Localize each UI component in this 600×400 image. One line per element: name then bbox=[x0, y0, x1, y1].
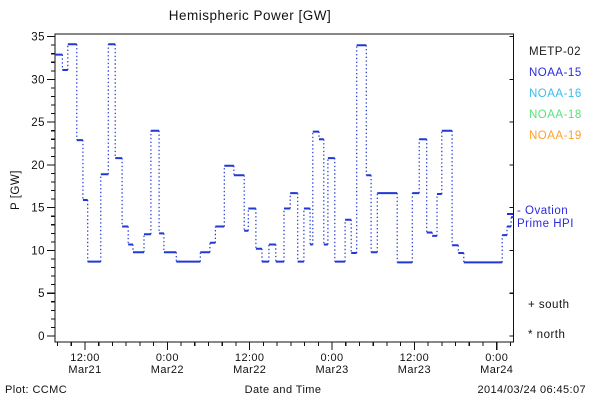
x-tick-date: Mar22 bbox=[233, 364, 266, 376]
satellite-legend: METP-02 NOAA-15 NOAA-16 NOAA-18 NOAA-19 bbox=[529, 45, 599, 150]
y-tick-label: 5 bbox=[38, 288, 45, 300]
x-axis-title: Date and Time bbox=[244, 384, 322, 396]
y-tick-label: 10 bbox=[31, 245, 45, 257]
y-tick-label: 0 bbox=[38, 331, 45, 343]
ovation-line-tick bbox=[507, 213, 513, 215]
legend-satellite-noaa-15: NOAA-15 bbox=[529, 67, 582, 79]
x-tick-time: 12:00 bbox=[400, 352, 430, 364]
legend-ovation-line2: Prime HPI bbox=[517, 218, 574, 230]
y-tick-label: 35 bbox=[31, 32, 45, 44]
hpi-step-connectors bbox=[61, 44, 512, 263]
legend-north-symbol: * north bbox=[528, 329, 566, 341]
plot-credit: Plot: CCMC bbox=[5, 384, 68, 396]
x-tick-date: Mar22 bbox=[151, 364, 184, 376]
x-tick-time: 12:00 bbox=[235, 352, 265, 364]
legend-south-symbol: + south bbox=[528, 299, 570, 311]
x-tick-date: Mar23 bbox=[315, 364, 348, 376]
x-tick-time: 0:00 bbox=[321, 352, 344, 364]
x-tick-date: Mar21 bbox=[68, 364, 101, 376]
chart-title: Hemispheric Power [GW] bbox=[168, 8, 332, 23]
x-tick-date: Mar23 bbox=[398, 364, 431, 376]
hpi-step-levels bbox=[54, 43, 514, 264]
legend-satellite-noaa-19: NOAA-19 bbox=[529, 130, 582, 142]
x-tick-time: 0:00 bbox=[485, 352, 508, 364]
y-tick-label: 15 bbox=[31, 203, 45, 215]
plot-timestamp: 2014/03/24 06:45:07 bbox=[477, 384, 586, 396]
legend-satellite-noaa-18: NOAA-18 bbox=[529, 109, 582, 121]
x-tick-time: 0:00 bbox=[156, 352, 179, 364]
plot-frame bbox=[54, 33, 515, 343]
legend-satellite-noaa-16: NOAA-16 bbox=[529, 88, 582, 100]
y-tick-label: 20 bbox=[31, 160, 45, 172]
y-tick-label: 25 bbox=[31, 117, 45, 129]
x-tick-date: Mar24 bbox=[480, 364, 513, 376]
y-tick-label: 30 bbox=[31, 74, 45, 86]
x-tick-time: 12:00 bbox=[70, 352, 100, 364]
legend-ovation-line1: - Ovation bbox=[517, 205, 569, 217]
legend-satellite-metp-02: METP-02 bbox=[529, 46, 582, 58]
